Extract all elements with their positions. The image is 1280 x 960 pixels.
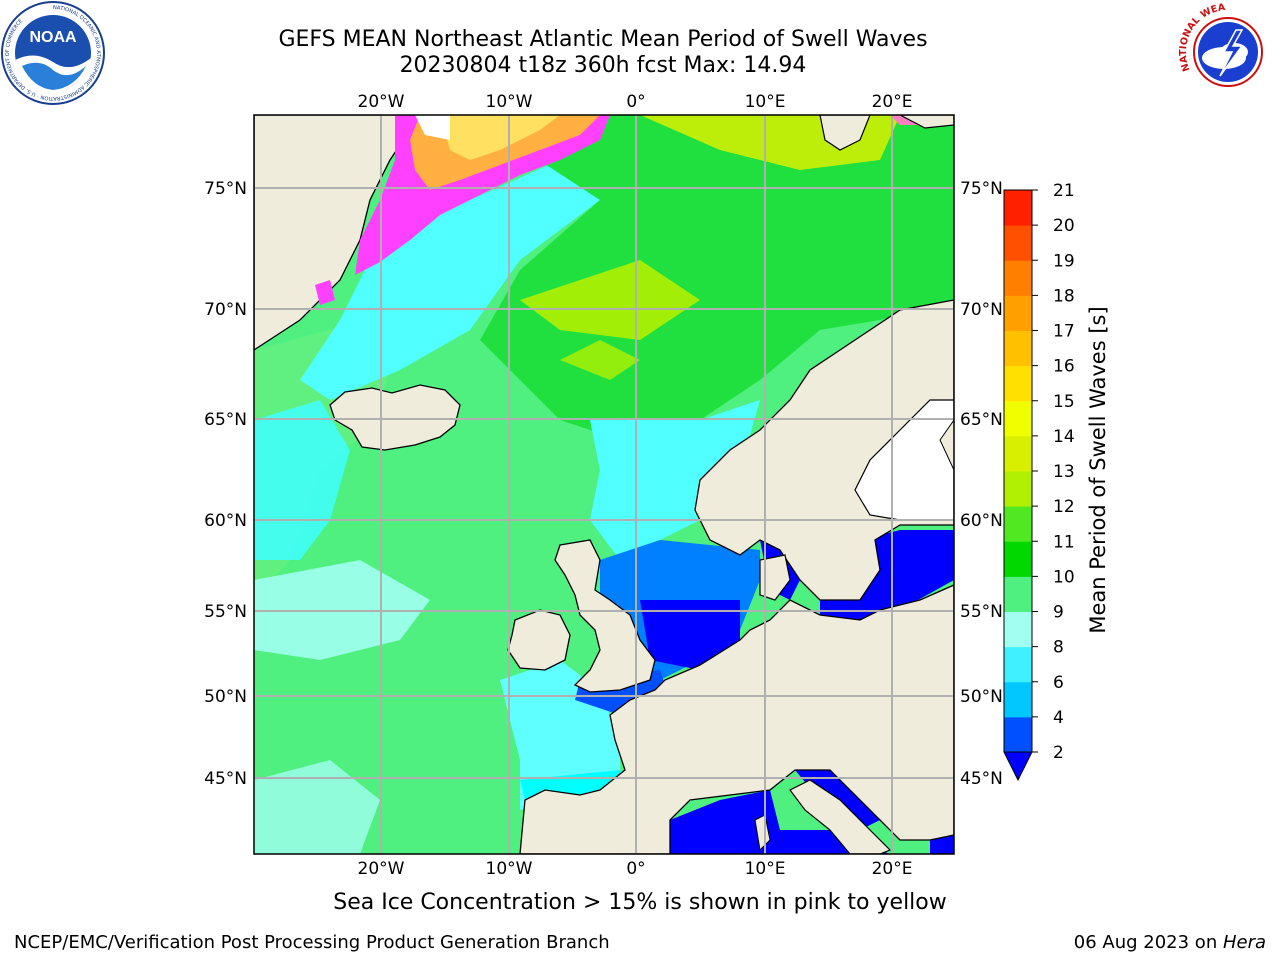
jutland-land bbox=[759, 554, 791, 601]
lat-label-right: 55°N bbox=[960, 602, 1003, 622]
lon-label-top: 10°W bbox=[486, 92, 533, 112]
colorbar-segment bbox=[1004, 260, 1032, 296]
lon-label-bottom: 20°E bbox=[872, 859, 913, 879]
colorbar-tick-label: 11 bbox=[1053, 532, 1075, 552]
chart-title: GEFS MEAN Northeast Atlantic Mean Period… bbox=[278, 27, 928, 52]
map-area bbox=[254, 115, 954, 854]
lat-label-right: 60°N bbox=[960, 511, 1003, 531]
colorbar-segment bbox=[1004, 506, 1032, 542]
lat-label-left: 75°N bbox=[204, 179, 247, 199]
lat-label-left: 65°N bbox=[204, 410, 247, 430]
colorbar-label: Mean Period of Swell Waves [s] bbox=[1086, 306, 1110, 633]
lon-label-bottom: 0° bbox=[626, 859, 645, 879]
lon-labels-top: 20°W 10°W 0° 10°E 20°E bbox=[358, 92, 913, 112]
footer-date-text: 06 Aug 2023 on bbox=[1073, 932, 1223, 953]
colorbar-tick-label: 10 bbox=[1053, 567, 1075, 587]
lon-label-bottom: 10°E bbox=[745, 859, 786, 879]
colorbar-segment bbox=[1004, 576, 1032, 612]
colorbar-tick-label: 9 bbox=[1053, 603, 1064, 623]
colorbar-segment bbox=[1004, 225, 1032, 261]
colorbar-tick-label: 15 bbox=[1053, 392, 1075, 412]
colorbar-segment bbox=[1004, 541, 1032, 577]
map-gridlines bbox=[254, 115, 954, 854]
colorbar-tick-label: 19 bbox=[1053, 251, 1075, 271]
sea-ice-caption: Sea Ice Concentration > 15% is shown in … bbox=[333, 890, 947, 915]
lon-label-top: 20°W bbox=[358, 92, 405, 112]
colorbar-segment bbox=[1004, 611, 1032, 648]
noaa-logo: NOAA NATIONAL OCEANIC AND ATMOSPHERIC AD… bbox=[1, 1, 105, 105]
ireland-land bbox=[507, 609, 571, 671]
lat-label-right: 65°N bbox=[960, 410, 1003, 430]
lon-label-top: 10°E bbox=[745, 92, 786, 112]
colorbar-segment bbox=[1004, 330, 1032, 367]
colorbar-tick-label: 14 bbox=[1053, 427, 1075, 447]
map-frame bbox=[253, 114, 955, 855]
mediterranean-blue bbox=[670, 790, 890, 854]
lon-labels-bottom: 20°W 10°W 0° 10°E 20°E bbox=[358, 859, 913, 879]
lat-label-left: 55°N bbox=[204, 602, 247, 622]
colorbar-tick-label: 21 bbox=[1053, 181, 1075, 201]
lon-label-bottom: 10°W bbox=[486, 859, 533, 879]
lat-label-left: 70°N bbox=[204, 300, 247, 320]
noaa-logo-text: NOAA bbox=[29, 29, 77, 46]
great-britain-land bbox=[554, 539, 656, 693]
colorbar-segment bbox=[1004, 646, 1032, 683]
lat-label-left: 50°N bbox=[204, 687, 247, 707]
lat-labels-left: 75°N 70°N 65°N 60°N 55°N 50°N 45°N bbox=[204, 179, 247, 789]
colorbar-segment bbox=[1004, 435, 1032, 472]
colorbar-segment bbox=[1004, 365, 1032, 402]
italy-land bbox=[789, 779, 892, 854]
footer-host: Hera bbox=[1222, 932, 1266, 953]
lon-label-bottom: 20°W bbox=[358, 859, 405, 879]
lat-labels-right: 75°N 70°N 65°N 60°N 55°N 50°N 45°N bbox=[960, 179, 1003, 789]
nws-logo: NATIONAL WEATHER SERVICE bbox=[1176, 0, 1278, 102]
lat-label-right: 75°N bbox=[960, 179, 1003, 199]
colorbar-tick-label: 20 bbox=[1053, 216, 1075, 236]
colorbar-tick-label: 4 bbox=[1053, 708, 1064, 728]
lat-label-right: 70°N bbox=[960, 300, 1003, 320]
lat-label-right: 50°N bbox=[960, 687, 1003, 707]
colorbar-tick-label: 18 bbox=[1053, 286, 1075, 306]
lat-label-left: 60°N bbox=[204, 511, 247, 531]
cyan-band-north bbox=[300, 160, 600, 400]
iceland-land bbox=[329, 384, 461, 451]
colorbar-segment bbox=[1004, 716, 1032, 753]
svalbard-land bbox=[819, 115, 871, 151]
colorbar-tick-label: 16 bbox=[1053, 357, 1075, 377]
lat-label-right: 45°N bbox=[960, 769, 1003, 789]
chart-subtitle: 20230804 t18z 360h fcst Max: 14.94 bbox=[399, 53, 807, 78]
colorbar-tick-label: 2 bbox=[1053, 743, 1064, 763]
colorbar-tick-label: 13 bbox=[1053, 462, 1075, 482]
continental-europe-land bbox=[519, 584, 954, 854]
colorbar: 2 4 6 8 9 10 11 12 13 14 15 16 17 18 19 20 21 bbox=[1003, 181, 1075, 782]
colorbar-tick-label: 8 bbox=[1053, 638, 1064, 658]
colorbar-segment bbox=[1004, 190, 1032, 226]
footer-date: 06 Aug 2023 on Hera bbox=[1074, 932, 1266, 953]
colorbar-tick-label: 6 bbox=[1053, 673, 1064, 693]
colorbar-segment bbox=[1004, 400, 1032, 437]
colorbar-tick-label: 17 bbox=[1053, 322, 1075, 342]
colorbar-segment bbox=[1004, 681, 1032, 718]
colorbar-segment bbox=[1004, 295, 1032, 331]
scandinavia-land bbox=[694, 299, 954, 601]
colorbar-segment bbox=[1004, 471, 1032, 507]
lon-label-top: 0° bbox=[626, 92, 645, 112]
footer-credit: NCEP/EMC/Verification Post Processing Pr… bbox=[14, 932, 610, 953]
colorbar-tick-label: 12 bbox=[1053, 497, 1075, 517]
lat-label-left: 45°N bbox=[204, 769, 247, 789]
lon-label-top: 20°E bbox=[872, 92, 913, 112]
colorbar-under-triangle bbox=[1003, 751, 1033, 782]
